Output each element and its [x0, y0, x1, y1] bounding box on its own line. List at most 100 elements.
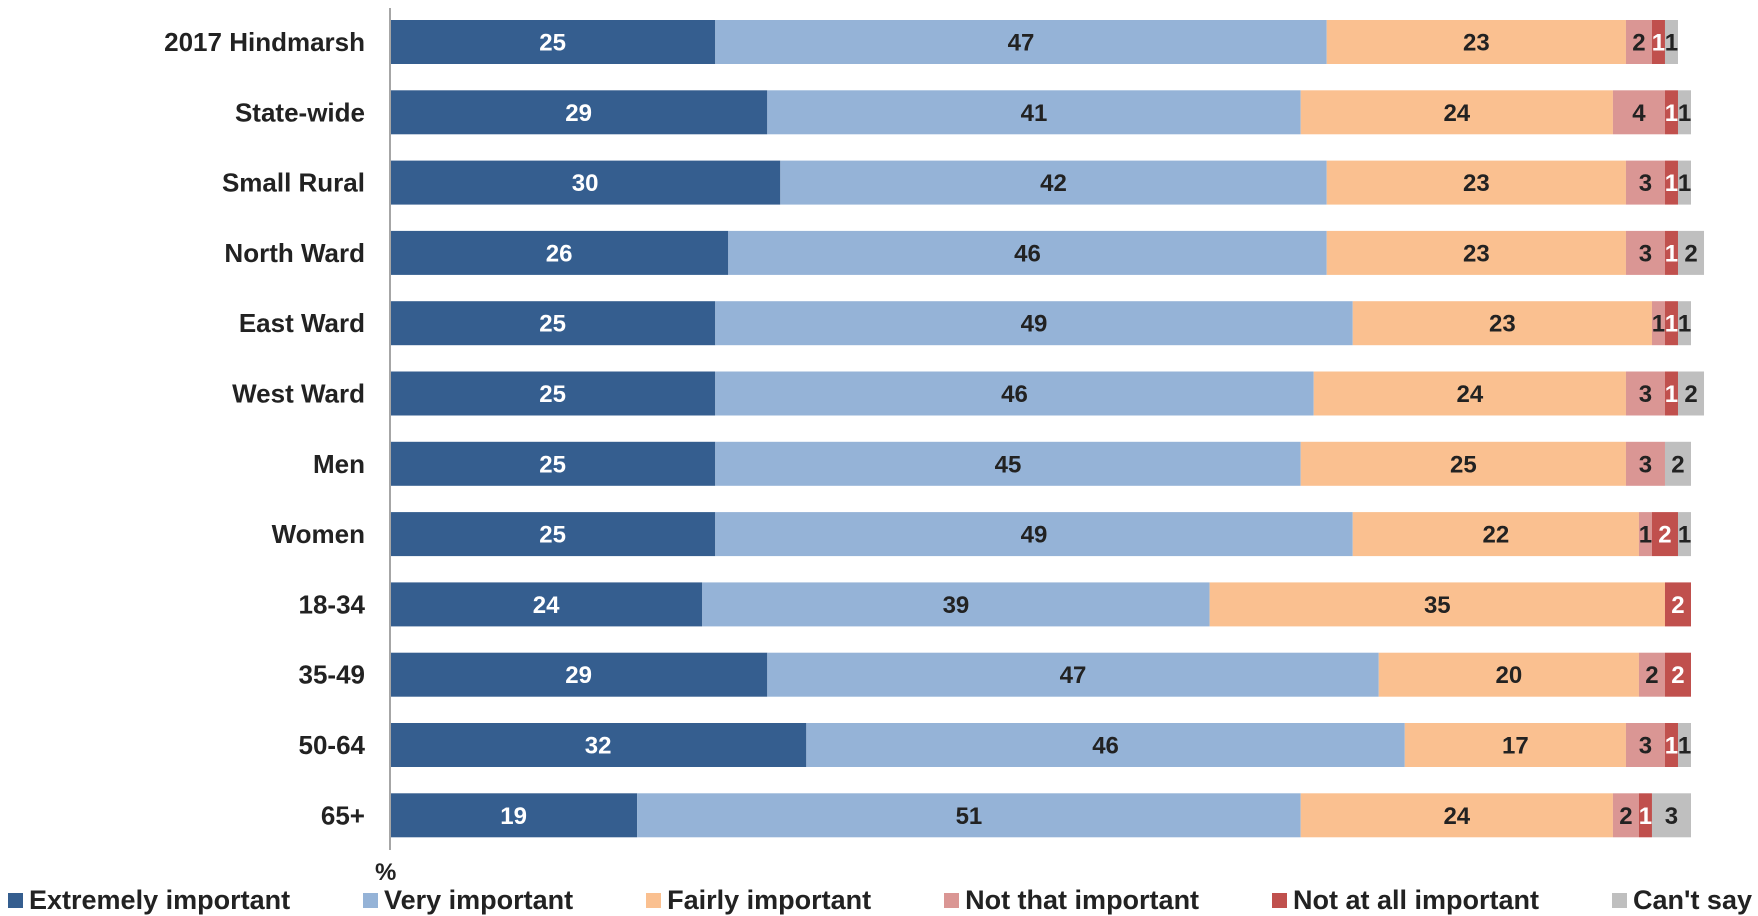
bar-segment: [1209, 582, 1665, 627]
data-label: 1: [1678, 311, 1691, 338]
data-label: 1: [1652, 311, 1665, 338]
data-label: 1: [1652, 30, 1665, 57]
data-label: 23: [1463, 240, 1490, 267]
x-axis-unit-label: %: [375, 859, 396, 886]
data-label: 35: [1424, 592, 1451, 619]
data-label: 2: [1684, 240, 1697, 267]
data-label: 25: [539, 451, 566, 478]
bar-segment: [1625, 230, 1665, 275]
data-label: 46: [1014, 240, 1041, 267]
bar-segment: [390, 20, 716, 64]
bar-segment: [1352, 512, 1639, 557]
legend-swatch: [363, 893, 379, 908]
data-label: 2: [1671, 662, 1684, 689]
bar-segment: [1664, 723, 1678, 767]
bar-segment: [390, 652, 768, 697]
bar-segment: [1664, 371, 1678, 416]
data-label: 51: [956, 803, 983, 830]
data-label: 23: [1463, 170, 1490, 197]
data-label: 29: [565, 100, 592, 127]
data-label: 2: [1645, 662, 1658, 689]
bar-segment: [1352, 301, 1652, 346]
bar-segment: [390, 160, 781, 205]
data-label: 2: [1671, 451, 1684, 478]
data-label: 29: [565, 662, 592, 689]
data-label: 25: [539, 522, 566, 549]
bar-segment: [390, 441, 716, 486]
bar-segment: [1638, 793, 1652, 838]
data-label: 2: [1632, 30, 1645, 57]
data-label: 45: [995, 451, 1022, 478]
legend-swatch: [944, 893, 960, 908]
bar-segment: [390, 301, 716, 346]
legend-swatch: [1612, 893, 1628, 908]
data-label: 25: [539, 381, 566, 408]
bar-segment: [1625, 20, 1652, 64]
category-label: 50-64: [299, 730, 366, 760]
bar-segment: [1651, 512, 1678, 557]
category-labels: 2017 Hindmarsh State-wide Small Rural North…: [164, 27, 365, 830]
data-label: 1: [1639, 803, 1652, 830]
data-label: 39: [943, 592, 970, 619]
bar-segment: [1651, 20, 1665, 64]
bar-segment: [715, 371, 1314, 416]
data-label: 2: [1671, 592, 1684, 619]
legend-item: Not at all important: [1272, 885, 1539, 916]
data-label: 23: [1489, 311, 1516, 338]
bar-segment: [1638, 652, 1665, 697]
data-label: 1: [1678, 733, 1691, 760]
bar-segment: [1625, 723, 1665, 767]
bar-segment: [1612, 90, 1665, 135]
bar-segment: [1677, 230, 1705, 275]
bar-segment: [1300, 441, 1626, 486]
legend-label: Fairly important: [667, 885, 872, 915]
bar-segment: [390, 230, 729, 275]
data-label: 3: [1639, 240, 1652, 267]
data-label: 47: [1060, 662, 1087, 689]
bar-segment: [1625, 160, 1665, 205]
data-label: 3: [1639, 733, 1652, 760]
bar-segment: [1300, 90, 1613, 135]
legend-item: Can't say: [1612, 885, 1752, 916]
bar-segment: [1677, 371, 1705, 416]
data-label: 1: [1665, 100, 1678, 127]
bar-segment: [1326, 160, 1626, 205]
data-label: 30: [572, 170, 599, 197]
bar-segment: [715, 301, 1353, 346]
bar-segment: [1664, 160, 1678, 205]
data-label: 1: [1665, 240, 1678, 267]
bar-segment: [1378, 652, 1639, 697]
category-label: 2017 Hindmarsh: [164, 27, 365, 57]
data-label: 23: [1463, 30, 1490, 57]
bar-segment: [767, 90, 1301, 135]
legend-item: Very important: [363, 885, 573, 916]
data-label: 32: [585, 733, 612, 760]
category-label: West Ward: [232, 379, 365, 409]
bar-segment: [780, 160, 1327, 205]
category-label: East Ward: [239, 308, 365, 338]
data-label: 3: [1639, 381, 1652, 408]
bar-segment: [1664, 582, 1691, 627]
legend-item: Fairly important: [646, 885, 871, 916]
data-label: 26: [546, 240, 573, 267]
data-label: 25: [1450, 451, 1477, 478]
legend-label: Not that important: [965, 885, 1200, 915]
data-label: 47: [1008, 30, 1035, 57]
bar-segment: [1651, 301, 1665, 346]
data-label: 3: [1665, 803, 1678, 830]
bar-segment: [1677, 512, 1691, 557]
data-label: 24: [533, 592, 560, 619]
data-label: 24: [1456, 381, 1483, 408]
category-label: 18-34: [299, 589, 366, 619]
bar-segment: [1326, 230, 1626, 275]
bar-segment: [390, 793, 638, 838]
legend-swatch: [646, 893, 662, 908]
bar-segment: [1625, 371, 1665, 416]
bar-segment: [1677, 90, 1691, 135]
data-label: 46: [1001, 381, 1028, 408]
category-label: 35-49: [299, 660, 366, 690]
bar-segment: [1677, 160, 1691, 205]
data-label: 1: [1665, 170, 1678, 197]
bar-segment: [715, 441, 1301, 486]
